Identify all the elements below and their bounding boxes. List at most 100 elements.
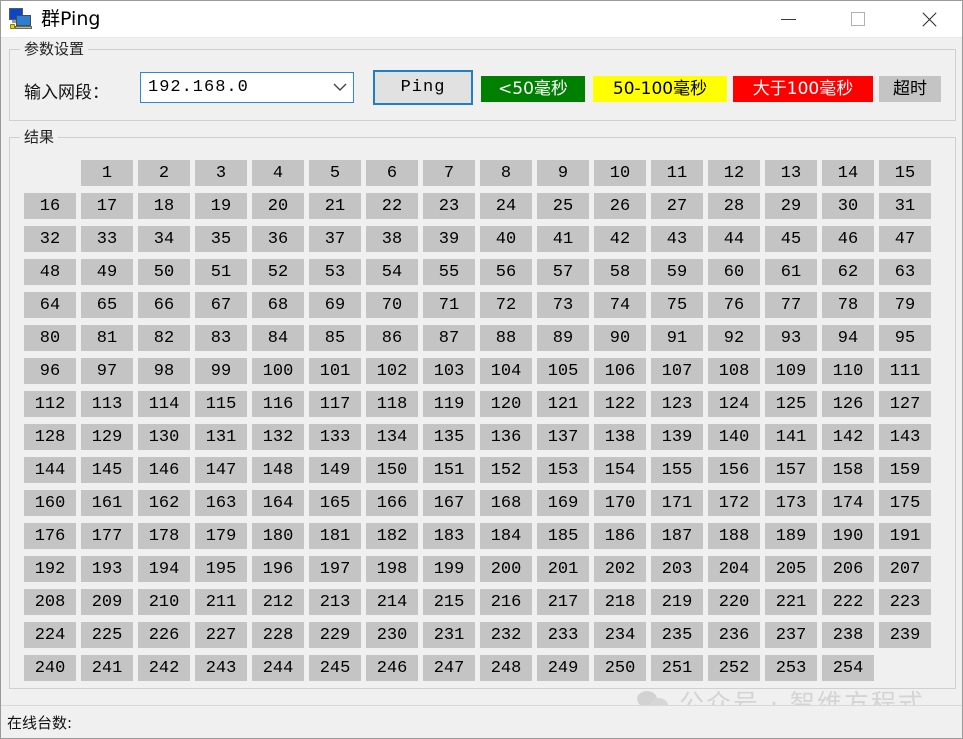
grid-cell[interactable]: 53 <box>309 259 361 285</box>
grid-cell[interactable]: 90 <box>594 325 646 351</box>
grid-cell[interactable]: 157 <box>765 457 817 483</box>
grid-cell[interactable]: 185 <box>537 523 589 549</box>
grid-cell[interactable]: 46 <box>822 226 874 252</box>
grid-cell[interactable]: 191 <box>879 523 931 549</box>
grid-cell[interactable]: 81 <box>81 325 133 351</box>
grid-cell[interactable]: 249 <box>537 655 589 681</box>
grid-cell[interactable]: 83 <box>195 325 247 351</box>
grid-cell[interactable]: 111 <box>879 358 931 384</box>
segment-input[interactable]: 192.168.0 <box>148 78 249 97</box>
grid-cell[interactable]: 150 <box>366 457 418 483</box>
grid-cell[interactable]: 202 <box>594 556 646 582</box>
grid-cell[interactable]: 177 <box>81 523 133 549</box>
grid-cell[interactable]: 13 <box>765 160 817 186</box>
grid-cell[interactable]: 138 <box>594 424 646 450</box>
grid-cell[interactable]: 78 <box>822 292 874 318</box>
grid-cell[interactable]: 189 <box>765 523 817 549</box>
grid-cell[interactable]: 15 <box>879 160 931 186</box>
grid-cell[interactable]: 29 <box>765 193 817 219</box>
grid-cell[interactable]: 183 <box>423 523 475 549</box>
grid-cell[interactable]: 45 <box>765 226 817 252</box>
segment-combobox[interactable]: 192.168.0 <box>140 72 354 103</box>
minimize-button[interactable] <box>765 1 812 37</box>
grid-cell[interactable]: 110 <box>822 358 874 384</box>
grid-cell[interactable]: 253 <box>765 655 817 681</box>
grid-cell[interactable]: 121 <box>537 391 589 417</box>
grid-cell[interactable]: 1 <box>81 160 133 186</box>
grid-cell[interactable]: 31 <box>879 193 931 219</box>
grid-cell[interactable]: 186 <box>594 523 646 549</box>
grid-cell[interactable]: 163 <box>195 490 247 516</box>
grid-cell[interactable]: 19 <box>195 193 247 219</box>
grid-cell[interactable]: 169 <box>537 490 589 516</box>
grid-cell[interactable]: 103 <box>423 358 475 384</box>
grid-cell[interactable]: 113 <box>81 391 133 417</box>
grid-cell[interactable]: 34 <box>138 226 190 252</box>
grid-cell[interactable]: 87 <box>423 325 475 351</box>
grid-cell[interactable]: 84 <box>252 325 304 351</box>
grid-cell[interactable]: 44 <box>708 226 760 252</box>
grid-cell[interactable]: 173 <box>765 490 817 516</box>
grid-cell[interactable]: 197 <box>309 556 361 582</box>
grid-cell[interactable]: 112 <box>24 391 76 417</box>
grid-cell[interactable]: 117 <box>309 391 361 417</box>
grid-cell[interactable]: 11 <box>651 160 703 186</box>
grid-cell[interactable]: 22 <box>366 193 418 219</box>
grid-cell[interactable]: 9 <box>537 160 589 186</box>
grid-cell[interactable]: 196 <box>252 556 304 582</box>
grid-cell[interactable]: 92 <box>708 325 760 351</box>
grid-cell[interactable]: 175 <box>879 490 931 516</box>
grid-cell[interactable]: 67 <box>195 292 247 318</box>
grid-cell[interactable]: 229 <box>309 622 361 648</box>
grid-cell[interactable]: 107 <box>651 358 703 384</box>
grid-cell[interactable]: 21 <box>309 193 361 219</box>
grid-cell[interactable]: 47 <box>879 226 931 252</box>
grid-cell[interactable]: 95 <box>879 325 931 351</box>
grid-cell[interactable]: 88 <box>480 325 532 351</box>
grid-cell[interactable]: 76 <box>708 292 760 318</box>
grid-cell[interactable]: 14 <box>822 160 874 186</box>
grid-cell[interactable]: 231 <box>423 622 475 648</box>
grid-cell[interactable]: 165 <box>309 490 361 516</box>
grid-cell[interactable]: 204 <box>708 556 760 582</box>
grid-cell[interactable]: 69 <box>309 292 361 318</box>
grid-cell[interactable]: 55 <box>423 259 475 285</box>
grid-cell[interactable]: 217 <box>537 589 589 615</box>
grid-cell[interactable]: 71 <box>423 292 475 318</box>
grid-cell[interactable]: 126 <box>822 391 874 417</box>
grid-cell[interactable]: 33 <box>81 226 133 252</box>
grid-cell[interactable]: 105 <box>537 358 589 384</box>
grid-cell[interactable]: 181 <box>309 523 361 549</box>
grid-cell[interactable]: 151 <box>423 457 475 483</box>
grid-cell[interactable]: 2 <box>138 160 190 186</box>
grid-cell[interactable]: 108 <box>708 358 760 384</box>
grid-cell[interactable]: 227 <box>195 622 247 648</box>
grid-cell[interactable]: 235 <box>651 622 703 648</box>
grid-cell[interactable]: 134 <box>366 424 418 450</box>
grid-cell[interactable]: 156 <box>708 457 760 483</box>
grid-cell[interactable]: 193 <box>81 556 133 582</box>
grid-cell[interactable]: 42 <box>594 226 646 252</box>
grid-cell[interactable]: 206 <box>822 556 874 582</box>
grid-cell[interactable]: 7 <box>423 160 475 186</box>
grid-cell[interactable]: 10 <box>594 160 646 186</box>
grid-cell[interactable]: 145 <box>81 457 133 483</box>
grid-cell[interactable]: 70 <box>366 292 418 318</box>
grid-cell[interactable]: 184 <box>480 523 532 549</box>
grid-cell[interactable]: 141 <box>765 424 817 450</box>
grid-cell[interactable]: 132 <box>252 424 304 450</box>
grid-cell[interactable]: 133 <box>309 424 361 450</box>
grid-cell[interactable]: 75 <box>651 292 703 318</box>
grid-cell[interactable]: 195 <box>195 556 247 582</box>
grid-cell[interactable]: 162 <box>138 490 190 516</box>
grid-cell[interactable]: 17 <box>81 193 133 219</box>
grid-cell[interactable]: 213 <box>309 589 361 615</box>
grid-cell[interactable]: 118 <box>366 391 418 417</box>
grid-cell[interactable]: 242 <box>138 655 190 681</box>
grid-cell[interactable]: 41 <box>537 226 589 252</box>
grid-cell[interactable]: 245 <box>309 655 361 681</box>
grid-cell[interactable]: 137 <box>537 424 589 450</box>
grid-cell[interactable]: 220 <box>708 589 760 615</box>
grid-cell[interactable]: 66 <box>138 292 190 318</box>
grid-cell[interactable]: 48 <box>24 259 76 285</box>
